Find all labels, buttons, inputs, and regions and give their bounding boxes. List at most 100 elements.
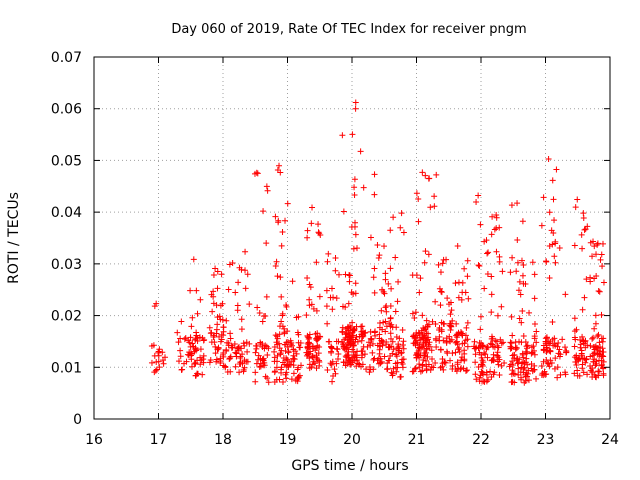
data-point — [575, 356, 582, 363]
data-point — [393, 368, 400, 375]
data-point — [543, 258, 550, 265]
data-point — [423, 357, 430, 364]
data-point — [390, 346, 397, 353]
data-point — [479, 369, 486, 376]
data-point — [511, 379, 518, 386]
data-point — [306, 296, 313, 303]
data-point — [242, 285, 249, 292]
data-point — [222, 363, 229, 370]
data-point — [591, 325, 598, 332]
data-point — [332, 267, 339, 274]
data-point — [199, 371, 206, 378]
data-point — [366, 363, 373, 370]
data-point — [596, 368, 603, 375]
data-point — [232, 363, 239, 370]
data-point — [533, 339, 540, 346]
y-tick-label: 0.05 — [51, 153, 82, 169]
data-point — [210, 272, 217, 279]
data-point — [175, 358, 182, 365]
data-point — [455, 294, 462, 301]
data-point — [279, 379, 286, 386]
data-point — [223, 317, 230, 324]
data-point — [313, 365, 320, 372]
data-point — [594, 333, 601, 340]
data-point — [328, 361, 335, 368]
data-point — [189, 314, 196, 321]
data-point — [437, 302, 444, 309]
data-point — [582, 359, 589, 366]
data-point — [278, 364, 285, 371]
data-point — [464, 319, 471, 326]
data-point — [494, 342, 501, 349]
y-tick-label: 0.01 — [51, 360, 82, 376]
data-point — [181, 336, 188, 343]
data-point — [578, 347, 585, 354]
data-point — [352, 290, 359, 297]
data-point — [506, 363, 513, 370]
data-point — [252, 369, 259, 376]
data-point — [388, 369, 395, 376]
data-point — [416, 289, 423, 296]
x-tick-label: 23 — [537, 432, 555, 448]
data-point — [272, 262, 279, 269]
data-point — [574, 196, 581, 203]
data-point — [155, 358, 162, 365]
data-point — [438, 328, 445, 335]
data-point — [485, 249, 492, 256]
data-point — [335, 355, 342, 362]
data-point — [380, 288, 387, 295]
data-point — [555, 350, 562, 357]
data-point — [540, 194, 547, 201]
data-point — [272, 368, 279, 375]
data-point — [387, 303, 394, 310]
data-point — [155, 349, 162, 356]
data-point — [508, 202, 515, 209]
data-point — [378, 337, 385, 344]
data-point — [295, 313, 302, 320]
data-point — [187, 334, 194, 341]
data-point — [477, 221, 484, 228]
data-point — [306, 365, 313, 372]
data-point — [424, 353, 431, 360]
data-point — [447, 322, 454, 329]
data-point — [494, 349, 501, 356]
data-point — [297, 339, 304, 346]
data-point — [549, 336, 556, 343]
data-point — [304, 234, 311, 241]
x-tick-label: 22 — [472, 432, 490, 448]
axis-ticks — [93, 56, 611, 420]
data-point — [323, 287, 330, 294]
data-point — [177, 335, 184, 342]
data-point — [552, 238, 559, 245]
data-point — [576, 372, 583, 379]
data-point — [238, 326, 245, 333]
data-point — [543, 356, 550, 363]
data-point — [531, 271, 538, 278]
data-point — [412, 365, 419, 372]
data-point — [524, 370, 531, 377]
data-point — [519, 272, 526, 279]
data-point — [353, 334, 360, 341]
data-point — [340, 208, 347, 215]
data-point — [491, 226, 498, 233]
chart-title: Day 060 of 2019, Rate Of TEC Index for r… — [171, 22, 526, 37]
data-point — [238, 316, 245, 323]
data-point — [276, 162, 283, 169]
data-point — [383, 308, 390, 315]
data-point — [589, 335, 596, 342]
data-point — [387, 265, 394, 272]
data-point — [227, 330, 234, 337]
data-point — [345, 334, 352, 341]
data-point — [342, 304, 349, 311]
data-point — [212, 350, 219, 357]
data-point — [200, 352, 207, 359]
data-point — [188, 323, 195, 330]
data-point — [496, 356, 503, 363]
data-point — [285, 348, 292, 355]
data-point — [336, 271, 343, 278]
data-point — [185, 337, 192, 344]
data-point — [419, 312, 426, 319]
data-point — [317, 333, 324, 340]
data-point — [520, 262, 527, 269]
data-point — [261, 359, 268, 366]
